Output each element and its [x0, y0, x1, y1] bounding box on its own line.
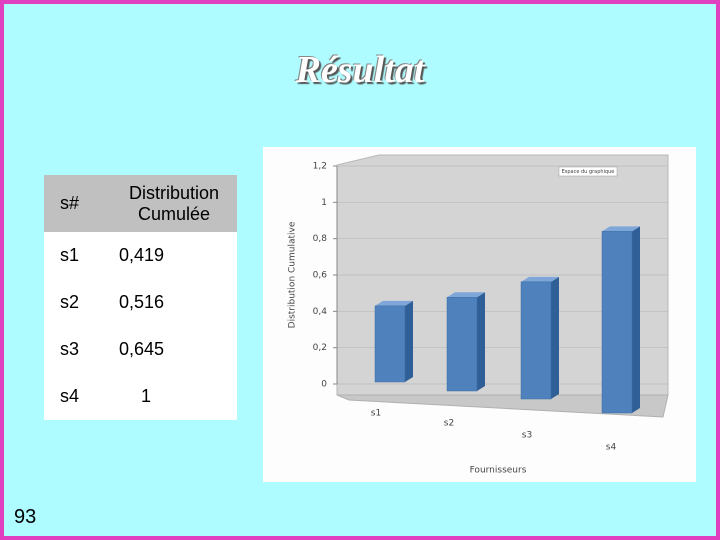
y-tick-label: 0,6: [313, 271, 328, 281]
bar-side: [477, 292, 485, 391]
chart: 0 0,2 0,4 0,6 0,8 1 1,2 Espace du graphique Dist…: [263, 147, 696, 482]
bar-top: [521, 276, 559, 282]
y-tick-label: 0,4: [313, 307, 328, 317]
y-tick-label: 1,2: [313, 162, 327, 172]
table-cell: 1: [141, 386, 152, 406]
bar: [601, 231, 633, 414]
bar: [374, 305, 406, 383]
table-cell: s1: [60, 245, 80, 265]
x-axis-label: Fournisseurs: [470, 466, 527, 476]
table-cell: s4: [60, 386, 80, 406]
floor: [336, 394, 669, 418]
data-table: s# Distribution Cumulée s1 0,419 s2 0,516 s3…: [44, 175, 237, 420]
bar-side: [405, 300, 413, 382]
table-cell: 0,516: [119, 292, 165, 312]
table-row: s1 0,419: [44, 232, 237, 279]
bar-side: [551, 276, 559, 399]
header-cell: s#: [44, 175, 111, 232]
table-cell: 0,645: [119, 339, 165, 359]
annotation-box: [558, 166, 618, 177]
x-tick-label: s4: [606, 443, 617, 453]
bar: [520, 281, 552, 400]
bar-top: [447, 292, 485, 298]
header-row: s# Distribution Cumulée: [44, 175, 237, 232]
bar-side: [632, 226, 640, 413]
bar: [446, 297, 478, 392]
table-cell: s3: [60, 339, 80, 359]
page-number: 93: [14, 506, 37, 528]
table-row: s2 0,516: [44, 279, 237, 326]
bar-top: [375, 300, 413, 306]
y-tick-label: 0: [321, 380, 327, 390]
table-row: s4 1: [44, 373, 237, 420]
x-tick-label: s3: [522, 431, 532, 441]
annotation: Espace du graphique: [562, 169, 615, 175]
x-tick-label: s1: [371, 409, 381, 419]
y-tick-label: 1: [321, 198, 327, 208]
x-tick-label: s2: [444, 419, 454, 429]
y-tick-label: 0,2: [313, 343, 327, 353]
table-cell: 0,419: [119, 245, 165, 265]
table-row: s3 0,645: [44, 326, 237, 373]
y-tick-label: 0,8: [313, 234, 328, 244]
header-cell: Distribution Cumulée: [111, 175, 237, 232]
bar-top: [602, 226, 640, 232]
slide-title: Résultat: [295, 49, 425, 91]
y-axis-label: Distribution Cumulative: [288, 221, 298, 328]
table-cell: s2: [60, 292, 80, 312]
